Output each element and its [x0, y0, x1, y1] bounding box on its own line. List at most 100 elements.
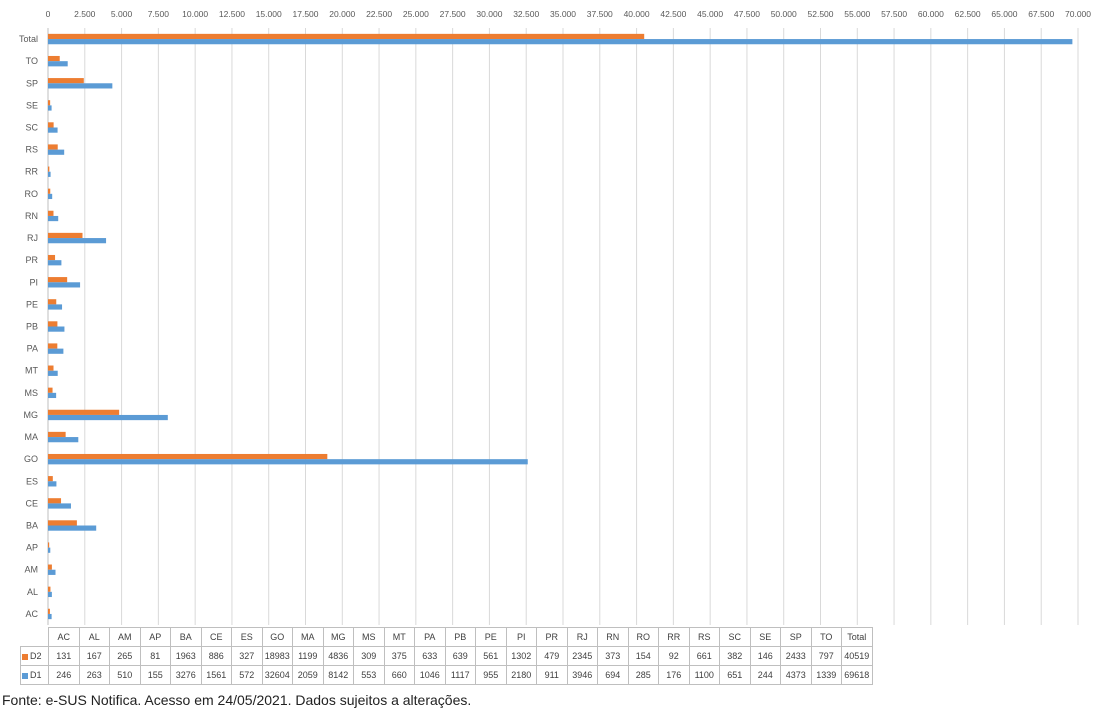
- y-category-label: MS: [25, 388, 39, 398]
- x-tick-label: 67.500: [1028, 9, 1054, 19]
- table-value-cell: 176: [658, 665, 690, 685]
- data-table: AC AL AM AP BA CE ES GO MA MG MS MT PA PB PE PI PR RJ RN RO…: [20, 627, 873, 685]
- y-category-label: Total: [19, 34, 38, 44]
- table-value-cell: 1117: [444, 665, 476, 685]
- bar-d1: [48, 591, 52, 598]
- table-value-cell: 1199: [292, 646, 324, 666]
- series-label-cell: D2: [20, 646, 49, 666]
- table-value-cell: 694: [597, 665, 629, 685]
- table-value-cell: 375: [383, 646, 415, 666]
- table-value-cell: 263: [78, 665, 110, 685]
- bar-d2: [48, 144, 58, 150]
- x-tick-label: 35.000: [550, 9, 576, 19]
- table-value-cell: 8142: [322, 665, 354, 685]
- y-category-label: RJ: [27, 233, 38, 243]
- bar-d2: [48, 476, 53, 482]
- table-header-cell: GO: [261, 627, 293, 647]
- table-value-cell: 651: [719, 665, 751, 685]
- table-value-cell: 167: [78, 646, 110, 666]
- table-header-cell: MS: [353, 627, 385, 647]
- bar-d1: [48, 304, 63, 310]
- source-note: Fonte: e-SUS Notifica. Acesso em 24/05/2…: [2, 692, 472, 708]
- table-value-cell: 2345: [566, 646, 598, 666]
- bar-d2: [48, 542, 50, 548]
- legend-key: [22, 672, 28, 679]
- y-category-label: AL: [27, 587, 38, 597]
- x-tick-label: 27.500: [440, 9, 466, 19]
- x-tick-label: 32.500: [513, 9, 539, 19]
- x-tick-label: 5.000: [111, 9, 133, 19]
- x-tick-label: 30.000: [476, 9, 502, 19]
- bar-d1: [48, 370, 58, 376]
- x-tick-label: 17.500: [293, 9, 319, 19]
- table-value-cell: 4373: [780, 665, 812, 685]
- bar-d1: [48, 83, 113, 89]
- y-category-label: ES: [26, 476, 38, 486]
- x-tick-label: 15.000: [256, 9, 282, 19]
- table-value-cell: 2433: [780, 646, 812, 666]
- table-header-cell: PR: [536, 627, 568, 647]
- table-value-cell: 2059: [292, 665, 324, 685]
- y-category-label: GO: [24, 454, 38, 464]
- table-value-cell: 155: [139, 665, 171, 685]
- bar-d1: [48, 569, 56, 575]
- table-header-cell: Total: [841, 627, 873, 647]
- table-value-cell: 285: [627, 665, 659, 685]
- table-value-cell: 373: [597, 646, 629, 666]
- bar-d2: [48, 166, 50, 172]
- bar-d1: [48, 613, 52, 620]
- table-value-cell: 911: [536, 665, 568, 685]
- table-header-cell: RO: [627, 627, 659, 647]
- table-header-cell: MA: [292, 627, 324, 647]
- series-label-cell: D1: [20, 665, 49, 685]
- table-value-cell: 1302: [505, 646, 537, 666]
- table-header-cell: AC: [48, 627, 80, 647]
- table-value-cell: 327: [231, 646, 263, 666]
- bar-d1: [48, 326, 65, 332]
- table-value-cell: 309: [353, 646, 385, 666]
- table-value-cell: 1100: [688, 665, 720, 685]
- y-category-label: RO: [25, 189, 39, 199]
- bar-d2: [48, 100, 51, 106]
- bar-d1: [48, 238, 107, 244]
- x-axis-tick-labels: 0 2.500 5.000 7.500 10.000 12.500 15.000 17.500…: [46, 9, 1092, 19]
- table-value-cell: 265: [109, 646, 141, 666]
- bar-d1: [48, 503, 71, 509]
- x-tick-label: 45.000: [697, 9, 723, 19]
- bar-d1: [48, 547, 51, 553]
- y-category-label: MA: [25, 432, 39, 442]
- table-corner: [20, 627, 49, 647]
- table-value-cell: 146: [749, 646, 781, 666]
- x-tick-label: 55.000: [844, 9, 870, 19]
- table-value-cell: 639: [444, 646, 476, 666]
- table-header-cell: SE: [749, 627, 781, 647]
- series-name: D2: [30, 651, 42, 661]
- bar-d1: [48, 61, 68, 67]
- table-header-cell: PE: [475, 627, 507, 647]
- bar-d2: [48, 33, 645, 40]
- x-tick-label: 62.500: [955, 9, 981, 19]
- table-header-cell: BA: [170, 627, 202, 647]
- y-category-label: TO: [26, 56, 38, 66]
- table-value-cell: 797: [810, 646, 842, 666]
- table-value-cell: 661: [688, 646, 720, 666]
- table-value-cell: 1561: [200, 665, 232, 685]
- table-header-cell: RJ: [566, 627, 598, 647]
- x-tick-label: 2.500: [74, 9, 96, 19]
- bar-d1: [48, 215, 59, 222]
- x-tick-label: 20.000: [329, 9, 355, 19]
- bar-d1: [48, 437, 79, 443]
- y-category-label: MG: [24, 410, 39, 420]
- y-category-label: SP: [26, 78, 38, 88]
- table-value-cell: 510: [109, 665, 141, 685]
- table-value-cell: 1963: [170, 646, 202, 666]
- y-category-label: PA: [27, 344, 38, 354]
- y-category-label: RR: [25, 167, 38, 177]
- y-category-label: PE: [26, 299, 38, 309]
- y-category-label: PB: [26, 322, 38, 332]
- bar-d2: [48, 586, 51, 592]
- bar-d1: [48, 392, 57, 399]
- y-category-label: PI: [29, 277, 38, 287]
- bars: [48, 33, 1073, 620]
- table-header-row: AC AL AM AP BA CE ES GO MA MG MS MT PA PB PE PI PR RJ RN RO…: [20, 627, 873, 647]
